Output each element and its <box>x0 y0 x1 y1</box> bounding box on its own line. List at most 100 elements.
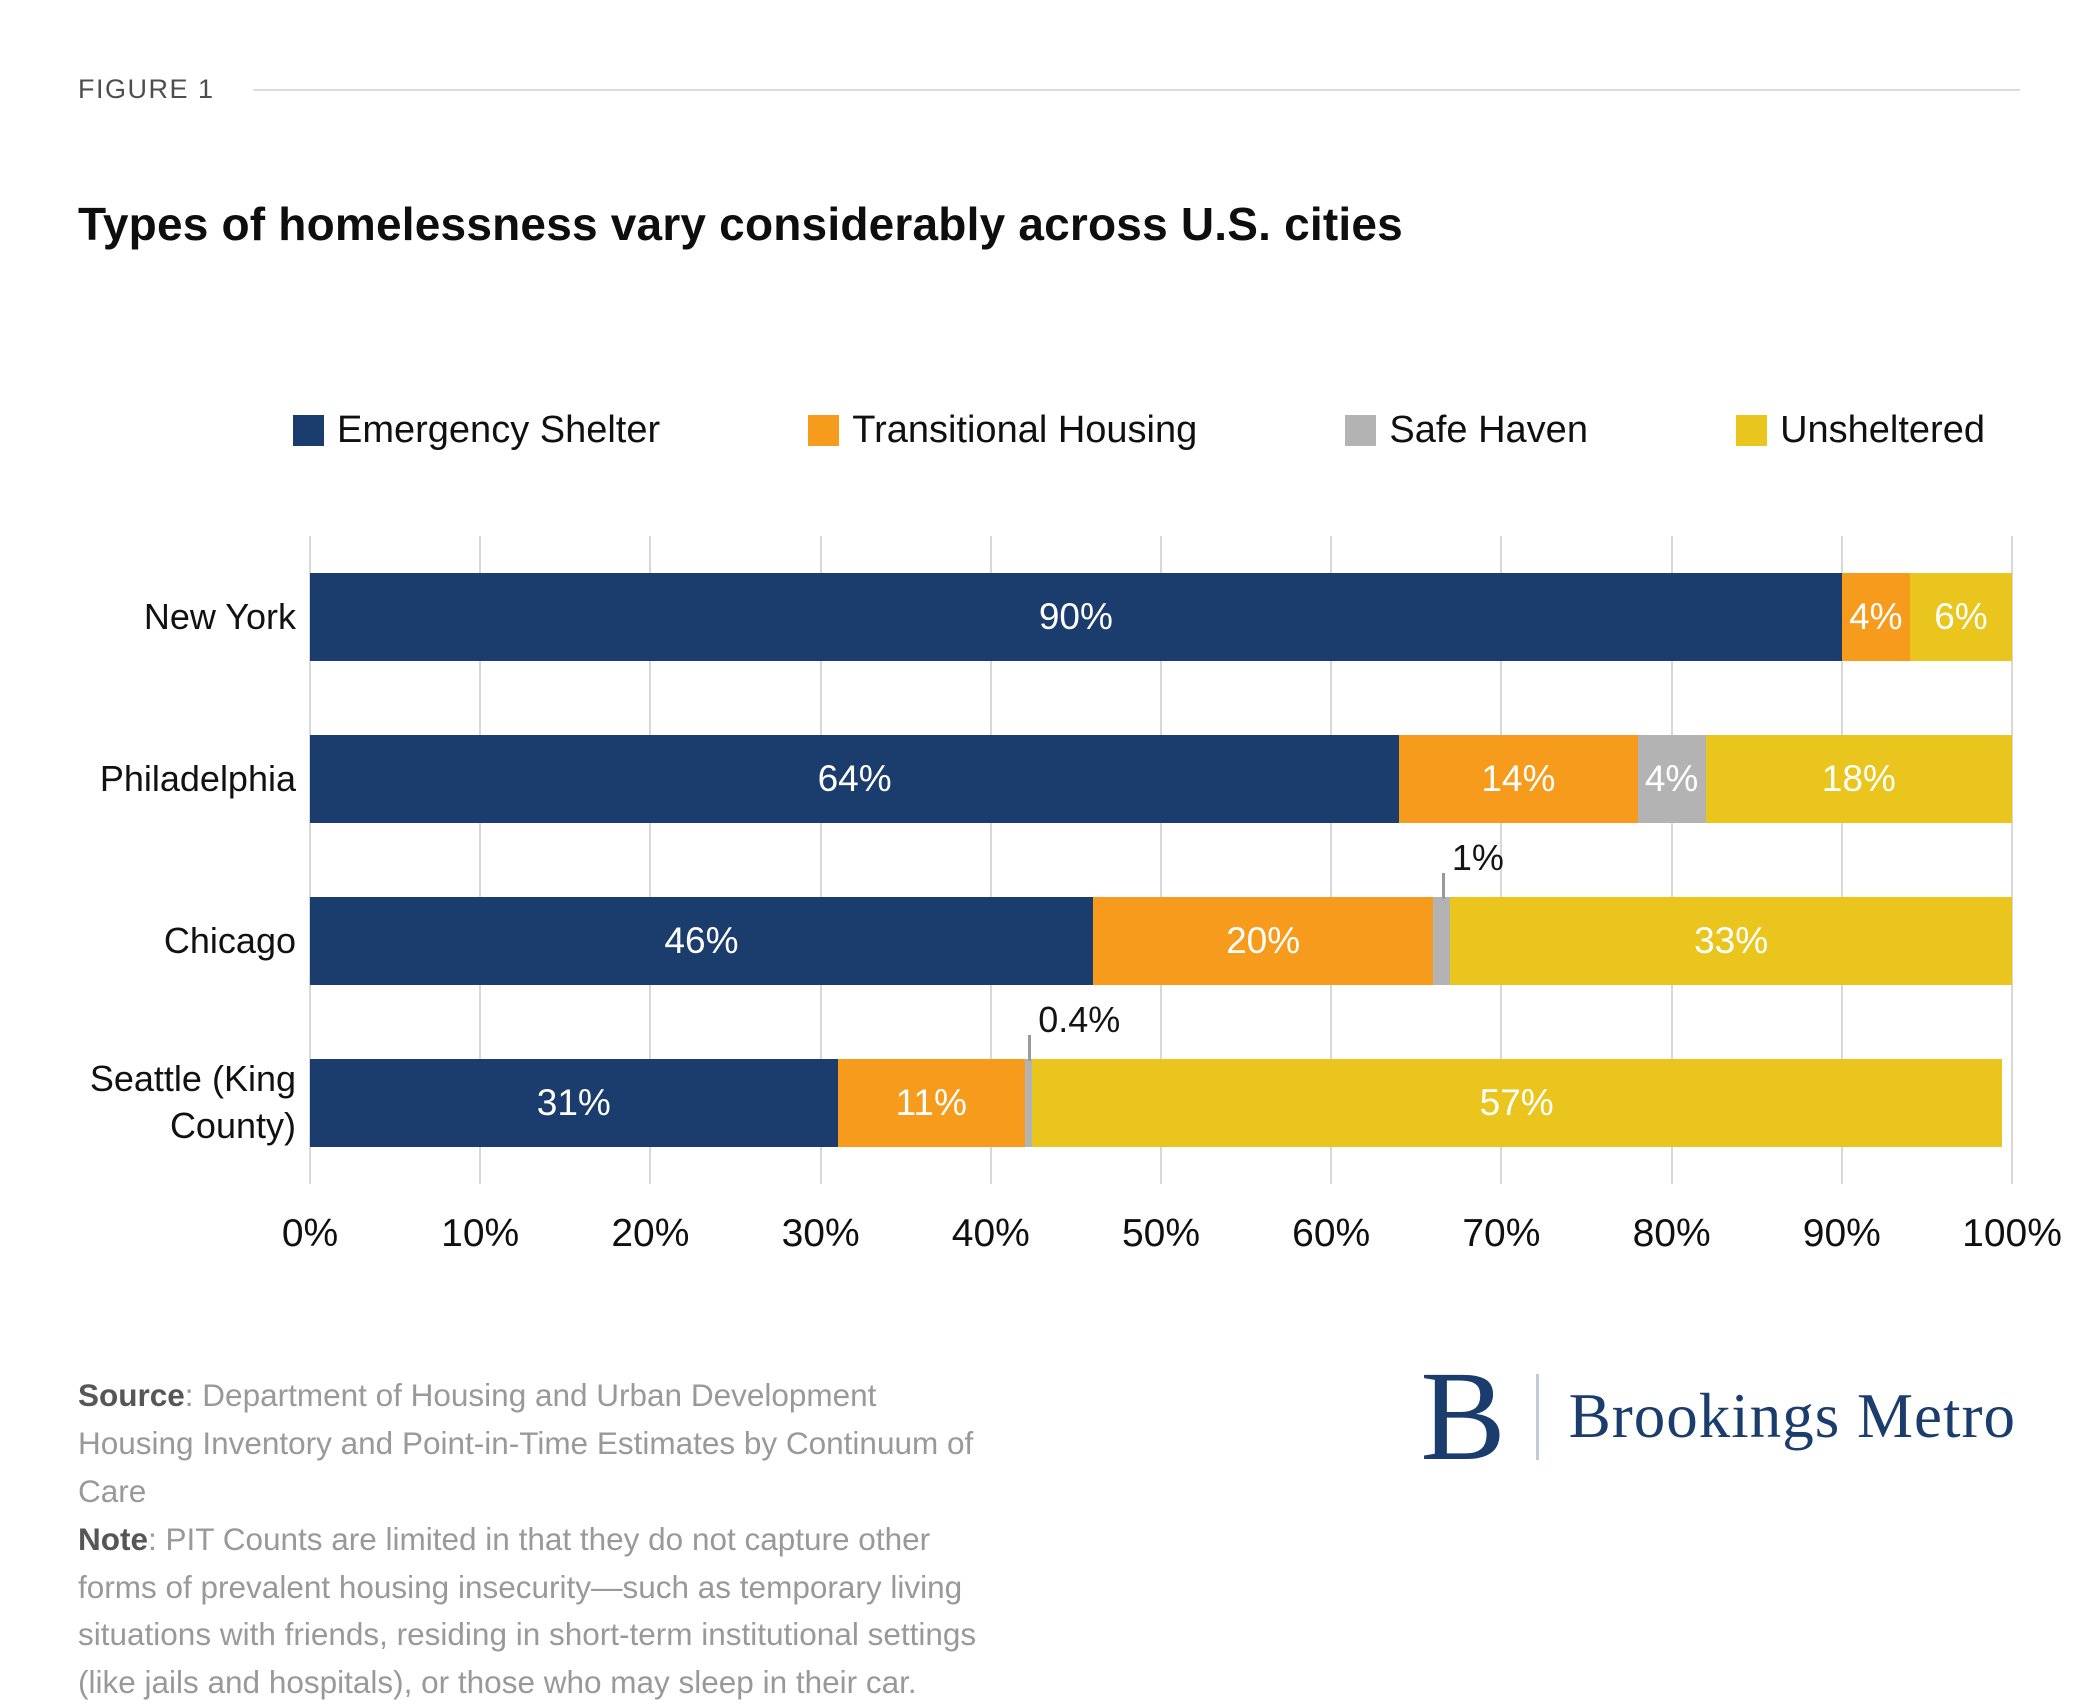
source-text: : Department of Housing and Urban Develo… <box>78 1377 974 1509</box>
gridline <box>1500 536 1503 1184</box>
legend-item-emergency-shelter: Emergency Shelter <box>293 409 660 452</box>
note-text: : PIT Counts are limited in that they do… <box>78 1520 977 1701</box>
chart-title: Types of homelessness vary considerably … <box>78 198 1403 250</box>
segment-value-label: 4% <box>1644 758 1699 799</box>
gridline <box>309 536 311 1184</box>
legend-item-safe-haven: Safe Haven <box>1345 409 1588 452</box>
segment-value-label: 57% <box>1479 1082 1554 1123</box>
x-tick: 30% <box>781 1212 860 1255</box>
segment-value-label: 20% <box>1226 920 1301 961</box>
source-label: Source <box>78 1377 185 1413</box>
gridlines <box>309 536 2013 1184</box>
segment-value-label: 18% <box>1821 758 1896 799</box>
x-tick: 80% <box>1632 1212 1711 1255</box>
callout-value-label: 0.4% <box>1038 999 1121 1040</box>
bar-segment-unsheltered: 6% <box>1909 573 2012 661</box>
x-tick: 100% <box>1962 1212 2062 1255</box>
segment-value-label: 90% <box>1038 596 1113 637</box>
callout-line <box>1441 873 1445 899</box>
legend-swatch-emergency-shelter <box>293 415 324 446</box>
chart-legend: Emergency Shelter Transitional Housing Saf… <box>293 409 1985 452</box>
bar-segment-transitional-housing: 20% <box>1092 897 1434 985</box>
brookings-wordmark: Brookings Metro <box>1568 1381 2016 1452</box>
bar-segment-emergency-shelter: 90% <box>310 573 1842 661</box>
stacked-bar: 31% 11% 57% <box>310 1059 2012 1147</box>
x-tick: 10% <box>441 1212 520 1255</box>
x-axis: 0% 10% 20% 30% 40% 50% 60% 70% 80% 90% 100% <box>282 1212 2062 1260</box>
bar-segment-transitional-housing: 11% <box>837 1059 1025 1147</box>
gridline <box>479 536 482 1184</box>
legend-swatch-safe-haven <box>1345 415 1377 446</box>
segment-value-label: 31% <box>536 1082 611 1123</box>
x-tick: 90% <box>1802 1212 1881 1255</box>
gridline <box>819 536 822 1184</box>
callout-line <box>1028 1035 1032 1061</box>
logo-divider <box>1535 1373 1539 1460</box>
bar-row-chicago: 46% 20% 33% 1% <box>310 837 2012 1022</box>
bar-segment-unsheltered: 57% <box>1031 1059 2002 1147</box>
gridline <box>989 536 992 1184</box>
legend-label: Unsheltered <box>1780 409 1985 451</box>
plot-area: 90% 4% 6% 64% 14% 4% 18% 46% 20% 33% 1% 31% 11% 57% 0.… <box>309 536 2013 1184</box>
gridline <box>649 536 652 1184</box>
segment-value-label: 6% <box>1934 596 1988 637</box>
bar-segment-transitional-housing: 4% <box>1841 573 1910 661</box>
brookings-b-icon: B <box>1420 1345 1506 1487</box>
stacked-bar: 64% 14% 4% 18% <box>310 735 2012 823</box>
source-line: Source: Department of Housing and Urban … <box>78 1372 983 1516</box>
legend-item-transitional-housing: Transitional Housing <box>808 409 1197 452</box>
segment-value-label: 33% <box>1694 920 1769 961</box>
x-tick: 50% <box>1121 1212 1201 1255</box>
bar-segment-safe-haven: 4% <box>1637 735 1706 823</box>
figure-header: FIGURE 1 <box>0 0 2100 105</box>
gridline <box>1160 536 1162 1184</box>
segment-value-label: 14% <box>1481 758 1556 799</box>
bar-row-seattle-king-county: 31% 11% 57% 0.4% <box>310 999 2012 1184</box>
category-labels: New York Philadelphia Chicago Seattle (King… <box>78 536 310 1184</box>
bar-segment-emergency-shelter: 64% <box>310 735 1400 823</box>
x-tick: 60% <box>1292 1212 1371 1255</box>
bar-segment-transitional-housing: 14% <box>1399 735 1638 823</box>
bar-segment-emergency-shelter: 31% <box>310 1059 838 1147</box>
gridline <box>1670 536 1673 1184</box>
bar-segment-emergency-shelter: 46% <box>310 897 1093 985</box>
note-label: Note <box>78 1520 148 1557</box>
segment-value-label: 11% <box>895 1082 967 1123</box>
note-line: Note: PIT Counts are limited in that the… <box>78 1516 983 1707</box>
bar-segment-unsheltered: 33% <box>1450 897 2012 985</box>
x-tick: 40% <box>951 1212 1030 1255</box>
legend-swatch-transitional-housing <box>808 415 840 446</box>
gridline <box>2011 536 2013 1184</box>
bar-segment-unsheltered: 18% <box>1705 735 2012 823</box>
chart-area: New York Philadelphia Chicago Seattle (King… <box>78 536 2062 1260</box>
brookings-logo: B Brookings Metro <box>1420 1345 2016 1487</box>
x-tick: 70% <box>1462 1212 1541 1255</box>
x-tick: 20% <box>611 1212 690 1255</box>
callout-value-label: 1% <box>1451 837 1504 878</box>
segment-value-label: 4% <box>1849 596 1903 637</box>
figure-rule <box>252 88 2020 91</box>
segment-value-label: 46% <box>664 920 739 961</box>
bar-segment-safe-haven <box>1024 1059 1032 1147</box>
category-label-seattle-king-county: Seattle (King County) <box>89 1058 296 1146</box>
bar-segment-safe-haven <box>1433 897 1451 985</box>
gridline <box>1840 536 1843 1184</box>
stacked-bar: 46% 20% 33% <box>310 897 2012 985</box>
category-label-new-york: New York <box>143 595 296 637</box>
bar-row-philadelphia: 64% 14% 4% 18% <box>310 698 2012 860</box>
gridline <box>1330 536 1333 1184</box>
bar-row-new-york: 90% 4% 6% <box>310 536 2012 698</box>
segment-value-label: 64% <box>817 758 892 799</box>
stacked-bar: 90% 4% 6% <box>310 573 2012 661</box>
legend-label: Safe Haven <box>1389 409 1588 451</box>
legend-item-unsheltered: Unsheltered <box>1736 409 1985 452</box>
x-tick: 0% <box>281 1212 339 1255</box>
chart-rows: 90% 4% 6% 64% 14% 4% 18% 46% 20% 33% 1% 31% 11% 57% 0.… <box>310 536 2012 1184</box>
legend-label: Transitional Housing <box>852 409 1198 451</box>
category-label-chicago: Chicago <box>163 919 296 961</box>
footer-notes: Source: Department of Housing and Urban … <box>78 1372 983 1707</box>
figure-label: FIGURE 1 <box>78 74 215 104</box>
category-label-philadelphia: Philadelphia <box>99 757 296 799</box>
legend-swatch-unsheltered <box>1736 415 1768 446</box>
